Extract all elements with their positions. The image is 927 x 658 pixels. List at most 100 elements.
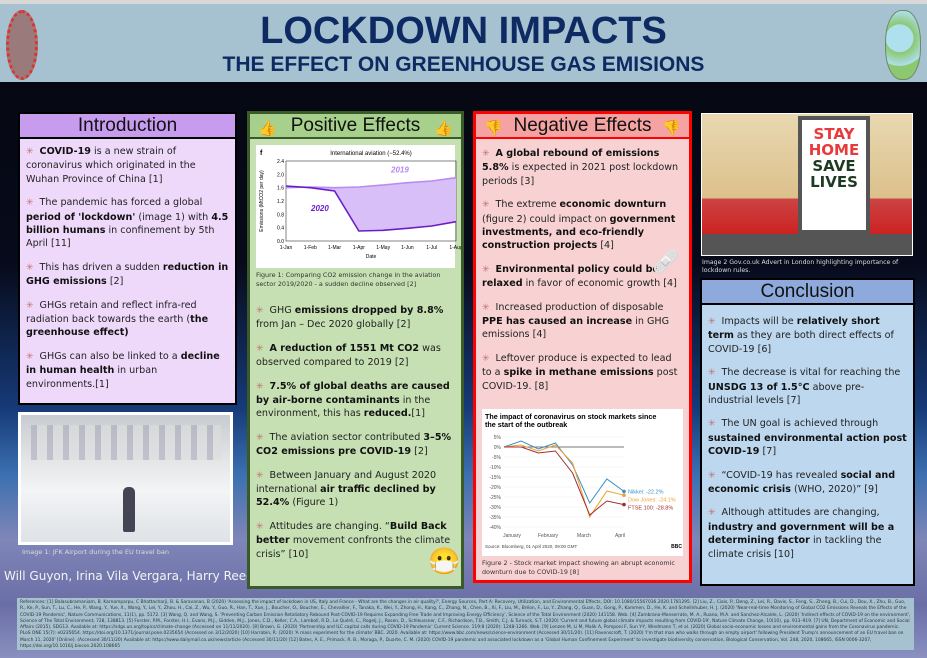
text: “COVID-19 has revealed bbox=[721, 469, 841, 481]
virus-bullet-icon: ✳ bbox=[708, 368, 716, 379]
text: (Figure 1) bbox=[289, 497, 339, 509]
y-tick-label: 1.6 bbox=[277, 186, 284, 192]
bold-text: period of 'lockdown' bbox=[26, 211, 136, 223]
text: Between January and August 2020 internat… bbox=[256, 469, 437, 496]
virus-bullet-icon: ✳ bbox=[708, 419, 716, 430]
bold-text: the greenhouse effect) bbox=[26, 314, 209, 339]
thumbs-up-icon: 👍 bbox=[258, 120, 277, 137]
virus-bullet-icon: ✳ bbox=[482, 200, 490, 211]
references: References: [1] Balasubramaniam, B. Karn… bbox=[17, 598, 914, 650]
list-item: ✳ “COVID-19 has revealed social and econo… bbox=[708, 469, 907, 497]
list-item: ✳ A reduction of 1551 Mt CO2 was observed… bbox=[256, 342, 455, 370]
virus-bullet-icon: ✳ bbox=[708, 508, 716, 519]
top-strip bbox=[0, 0, 927, 4]
chart-source: Source: Bloomberg, 01 April 2020, 09:00 … bbox=[485, 544, 578, 549]
x-tick-label: 1-Jan bbox=[280, 245, 293, 251]
list-item: ✳ Attitudes are changing. “Build Back bet… bbox=[256, 520, 455, 561]
text: Attitudes are changing. “ bbox=[269, 520, 390, 532]
bold-text: 3–5% CO2 emissions pre COVID-19 bbox=[256, 431, 452, 458]
y-tick-label: 2.4 bbox=[277, 159, 284, 165]
y-tick-label: -5% bbox=[492, 455, 501, 461]
virus-bullet-icon: ✳ bbox=[482, 149, 490, 159]
list-item: ✳ The UN goal is achieved through sustain… bbox=[708, 417, 907, 458]
list-item: ✳ Environmental policy could be relaxed i… bbox=[482, 263, 683, 291]
text: in GHG emissions [4] bbox=[482, 316, 670, 341]
bold-text: sustained environmental action post COVI… bbox=[708, 432, 907, 458]
text: Impacts will be bbox=[721, 316, 797, 327]
advert-text: LIVES bbox=[810, 173, 858, 191]
negative-effects-title: Negative Effects bbox=[513, 115, 652, 136]
text: The aviation sector contributed bbox=[269, 431, 424, 443]
list-item: ✳ The pandemic has forced a global period… bbox=[26, 196, 229, 251]
bold-text: industry and government will be a determ… bbox=[708, 521, 895, 547]
bold-text: Environmental policy could be relaxed bbox=[482, 263, 659, 290]
text: Increased production of disposable bbox=[495, 301, 664, 313]
list-item: ✳ The aviation sector contributed 3–5% CO… bbox=[256, 431, 455, 459]
text: (figure 2) could impact on bbox=[482, 213, 610, 225]
bandage-icon: 🩹 bbox=[652, 249, 680, 274]
gap-area bbox=[286, 177, 456, 231]
bold-text: 7.5% of global deaths are caused by air-… bbox=[256, 380, 450, 407]
text: (WHO, 2020)” [9] bbox=[790, 484, 878, 496]
series-line-2019 bbox=[285, 176, 457, 189]
virus-bullet-icon: ✳ bbox=[26, 351, 34, 362]
series-label: 2019 bbox=[390, 166, 409, 175]
text: Leftover produce is expected to lead to … bbox=[482, 352, 672, 379]
list-item: ✳ The decrease is vital for reaching the … bbox=[708, 366, 907, 407]
x-tick-label: January bbox=[503, 533, 521, 539]
advert-text: SAVE bbox=[812, 157, 856, 175]
bold-text: reduced. bbox=[363, 408, 412, 420]
x-axis-label: Date bbox=[366, 254, 377, 260]
list-item: ✳ A global rebound of emissions 5.8% is e… bbox=[482, 147, 683, 188]
y-tick-label: -15% bbox=[489, 475, 501, 481]
poster-subtitle: THE EFFECT ON GREENHOUSE GAS EMISIONS bbox=[222, 53, 705, 76]
x-tick-label: 1-Apr bbox=[353, 245, 366, 251]
virus-bullet-icon: ✳ bbox=[256, 306, 264, 316]
face-mask-icon: 😷 bbox=[428, 546, 461, 576]
introduction-heading: Introduction bbox=[20, 114, 235, 139]
list-item: ✳ This has driven a sudden reduction in G… bbox=[26, 261, 229, 289]
thumbs-down-icon: 👎 bbox=[662, 120, 681, 137]
list-item: ✳ GHGs retain and reflect infra-red radia… bbox=[26, 299, 229, 340]
y-tick-label: 2.0 bbox=[277, 172, 284, 178]
poster-header: LOCKDOWN IMPACTS THE EFFECT ON GREENHOUS… bbox=[0, 4, 927, 82]
virus-bullet-icon: ✳ bbox=[26, 262, 34, 273]
panel-label: f bbox=[260, 150, 263, 157]
y-tick-label: 0.4 bbox=[277, 226, 284, 232]
bold-text: relatively short term bbox=[708, 316, 880, 342]
series-line-2020 bbox=[285, 185, 457, 232]
text: in favor of economic growth [4] bbox=[522, 278, 677, 290]
text: in confinement by 5th April [11] bbox=[26, 225, 215, 250]
x-tick-label: 1-May bbox=[376, 245, 390, 251]
y-tick-label: 1.2 bbox=[277, 199, 284, 205]
positive-effects-list: ✳ GHG emissions dropped by 8.8% from Jan … bbox=[250, 304, 461, 577]
bold-text: COVID-19 bbox=[39, 146, 91, 157]
x-tick-label: 1-Mar bbox=[328, 245, 341, 251]
positive-effects-title: Positive Effects bbox=[290, 115, 421, 136]
chart-title: The impact of coronavirus on stock marke… bbox=[485, 412, 656, 429]
text: [2] bbox=[106, 276, 124, 288]
stay-home-advert-image: STAY HOME SAVE LIVES bbox=[701, 113, 913, 256]
figure1-caption: Figure 1: Comparing CO2 emission change … bbox=[256, 271, 441, 288]
x-tick-label: April bbox=[615, 533, 625, 539]
virus-bullet-icon: ✳ bbox=[708, 470, 716, 481]
bold-text: social and economic crisis bbox=[708, 469, 896, 496]
series-end-point bbox=[622, 493, 626, 498]
y-tick-label: -40% bbox=[489, 525, 501, 531]
text: as they are both direct effects of COVID… bbox=[708, 330, 894, 355]
list-item: ✳ Impacts will be relatively short term a… bbox=[708, 315, 907, 356]
bold-text: PPE has caused an increase bbox=[482, 316, 633, 328]
thumbs-down-icon: 👎 bbox=[484, 120, 503, 137]
virus-bullet-icon: ✳ bbox=[708, 317, 716, 327]
virus-bullet-icon: ✳ bbox=[26, 300, 34, 311]
advert-text: HOME bbox=[808, 141, 860, 159]
bold-text: Build Back better bbox=[256, 520, 447, 547]
text: GHGs retain and reflect infra-red radiat… bbox=[26, 299, 197, 326]
image2-caption: Image 2 Gov.co.uk Advert in London highl… bbox=[702, 259, 899, 274]
conclusion-list: ✳ Impacts will be relatively short term a… bbox=[702, 305, 913, 584]
negative-effects-panel: 👎 Negative Effects 👎 ✳ A global rebound o… bbox=[473, 111, 692, 583]
text: in urban environments.[1] bbox=[26, 365, 158, 390]
y-tick-label: 0% bbox=[494, 445, 502, 451]
bold-text: government investments, and eco-friendly… bbox=[482, 213, 676, 252]
image1-caption: Image 1: JFK Airport during the EU trave… bbox=[22, 548, 169, 556]
